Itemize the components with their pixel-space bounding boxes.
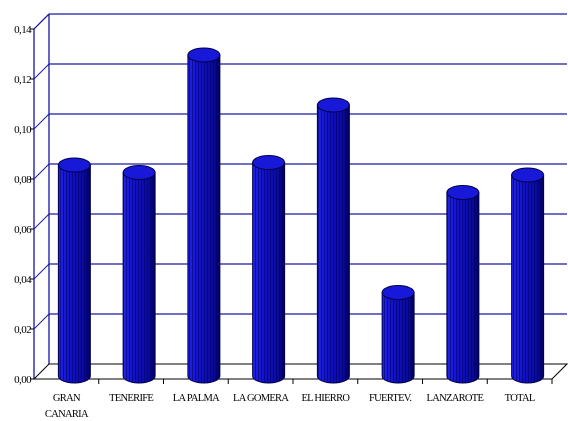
- bar: [316, 97, 350, 384]
- x-tick-label: EL HIERRO: [301, 393, 350, 404]
- bars: [57, 47, 545, 384]
- bar-top: [57, 157, 91, 173]
- y-tick-label: 0,04: [14, 274, 32, 286]
- bar-top: [381, 285, 415, 300]
- bar-shading: [382, 292, 415, 383]
- x-axis-labels: GRAN CANARIA TENERIFE LA PALMA LA GOMERA EL H…: [45, 379, 553, 420]
- x-tick-label: FUERTEV.: [369, 393, 412, 404]
- bar-top: [511, 167, 545, 183]
- bar-top: [252, 155, 286, 170]
- bar: [511, 167, 545, 384]
- bar: [446, 185, 480, 384]
- y-tick-label: 0,00: [14, 374, 32, 386]
- bar-top: [187, 47, 221, 63]
- x-tick-label: LANZAROTE: [427, 393, 484, 404]
- x-tick-label: GRAN: [53, 393, 81, 404]
- bar-top: [122, 165, 156, 180]
- y-tick-label: 0,06: [14, 224, 32, 236]
- bar: [122, 165, 156, 384]
- bar: [252, 155, 286, 384]
- gridline-side: [33, 63, 50, 80]
- x-tick-label: CANARIA: [45, 409, 89, 420]
- bar: [381, 285, 415, 384]
- bar-top: [446, 185, 480, 200]
- y-tick-label: 0,12: [14, 74, 31, 86]
- x-tick-label: TENERIFE: [109, 393, 153, 404]
- bar-shading: [252, 162, 285, 383]
- bar-shading: [123, 172, 156, 383]
- bar-shading: [446, 192, 479, 383]
- gridline-side: [33, 263, 50, 280]
- bar-top: [316, 97, 350, 113]
- gridline-side: [33, 113, 50, 130]
- gridline-side: [33, 13, 50, 30]
- y-tick-label: 0,14: [14, 24, 32, 36]
- x-tick-label: TOTAL: [505, 393, 535, 404]
- y-axis-ticks: 0,00 0,02 0,04 0,06 0,08 0,10 0,12 0,14: [14, 24, 34, 386]
- bar-shading: [317, 105, 350, 383]
- gridline-side: [33, 213, 50, 230]
- bar-shading: [187, 55, 220, 383]
- gridline-side: [33, 163, 50, 180]
- y-tick-label: 0,08: [14, 174, 32, 186]
- x-tick-label: LA GOMERA: [233, 393, 289, 404]
- gridlines: [33, 13, 567, 330]
- gridline-side: [33, 313, 50, 330]
- y-tick-label: 0,02: [14, 324, 31, 336]
- x-tick-label: LA PALMA: [173, 393, 220, 404]
- bar: [187, 47, 221, 384]
- chart-frame: [32, 13, 568, 380]
- bar-shading: [511, 175, 544, 383]
- y-tick-label: 0,10: [14, 124, 32, 136]
- bar-shading: [58, 165, 91, 383]
- chart-floor: [32, 363, 568, 380]
- bar: [57, 157, 91, 384]
